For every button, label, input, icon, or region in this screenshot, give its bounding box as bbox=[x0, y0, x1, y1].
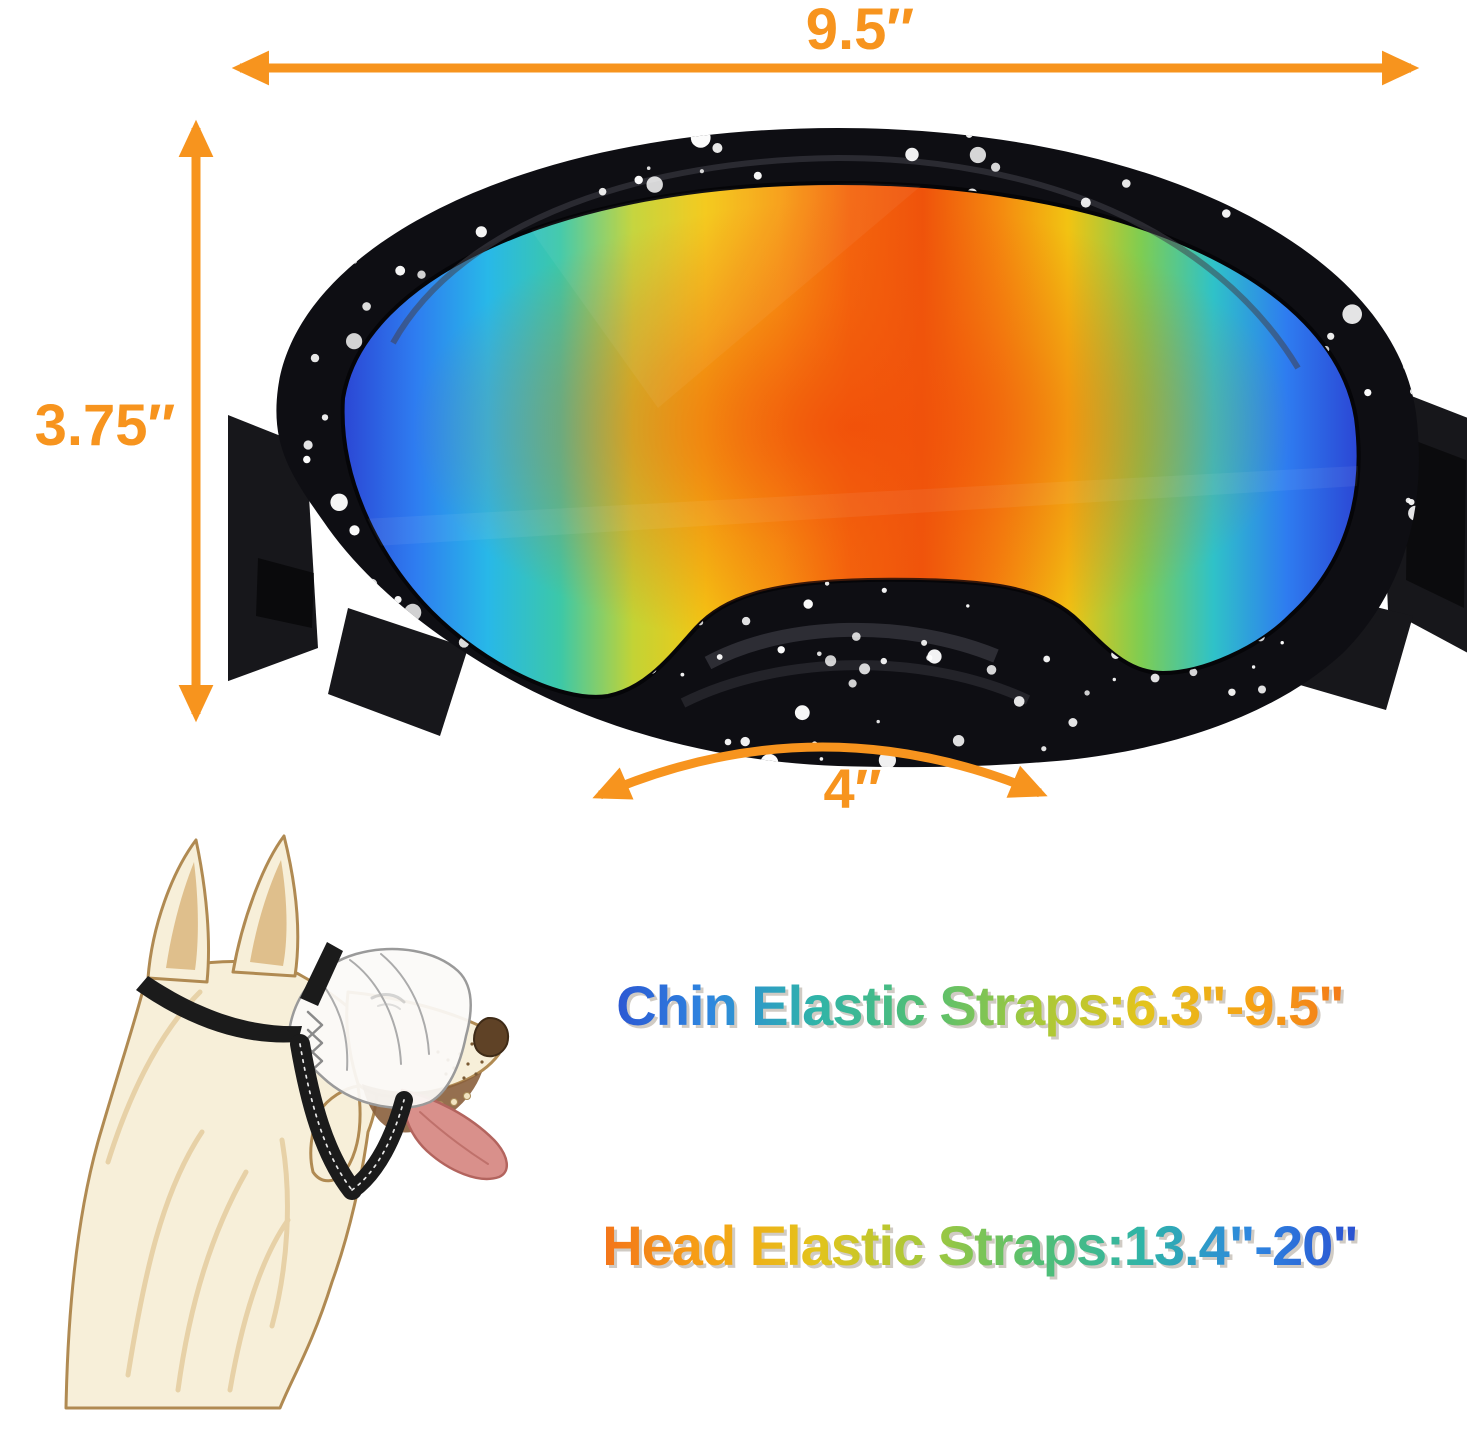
strap-stitching bbox=[299, 1043, 405, 1191]
dog-illustration bbox=[64, 834, 509, 1410]
chin-strap-spec-text: Chin Elastic Straps:6.3"-9.5" bbox=[490, 973, 1467, 1038]
width-dimension-label: 9.5″ bbox=[805, 0, 915, 62]
mask-straps bbox=[136, 942, 413, 1200]
lens-reflection bbox=[343, 466, 1358, 548]
mask-ridges bbox=[320, 953, 430, 1071]
goggles-illustration bbox=[228, 128, 1467, 768]
dog-tongue bbox=[400, 1088, 508, 1181]
dog-nose bbox=[473, 1016, 509, 1058]
head-strap-spec-text: Head Elastic Straps:13.4"-20" bbox=[490, 1213, 1467, 1278]
dog-eye bbox=[370, 993, 406, 1010]
bridge-dimension-label: 4″ bbox=[823, 757, 882, 820]
height-dimension-label: 3.75″ bbox=[34, 393, 176, 458]
dog-ears bbox=[146, 834, 300, 984]
muzzle-mask bbox=[288, 947, 472, 1109]
frame-highlight bbox=[390, 154, 1301, 370]
goggle-strap-left-lower bbox=[328, 608, 468, 736]
bridge-padding bbox=[704, 622, 999, 670]
